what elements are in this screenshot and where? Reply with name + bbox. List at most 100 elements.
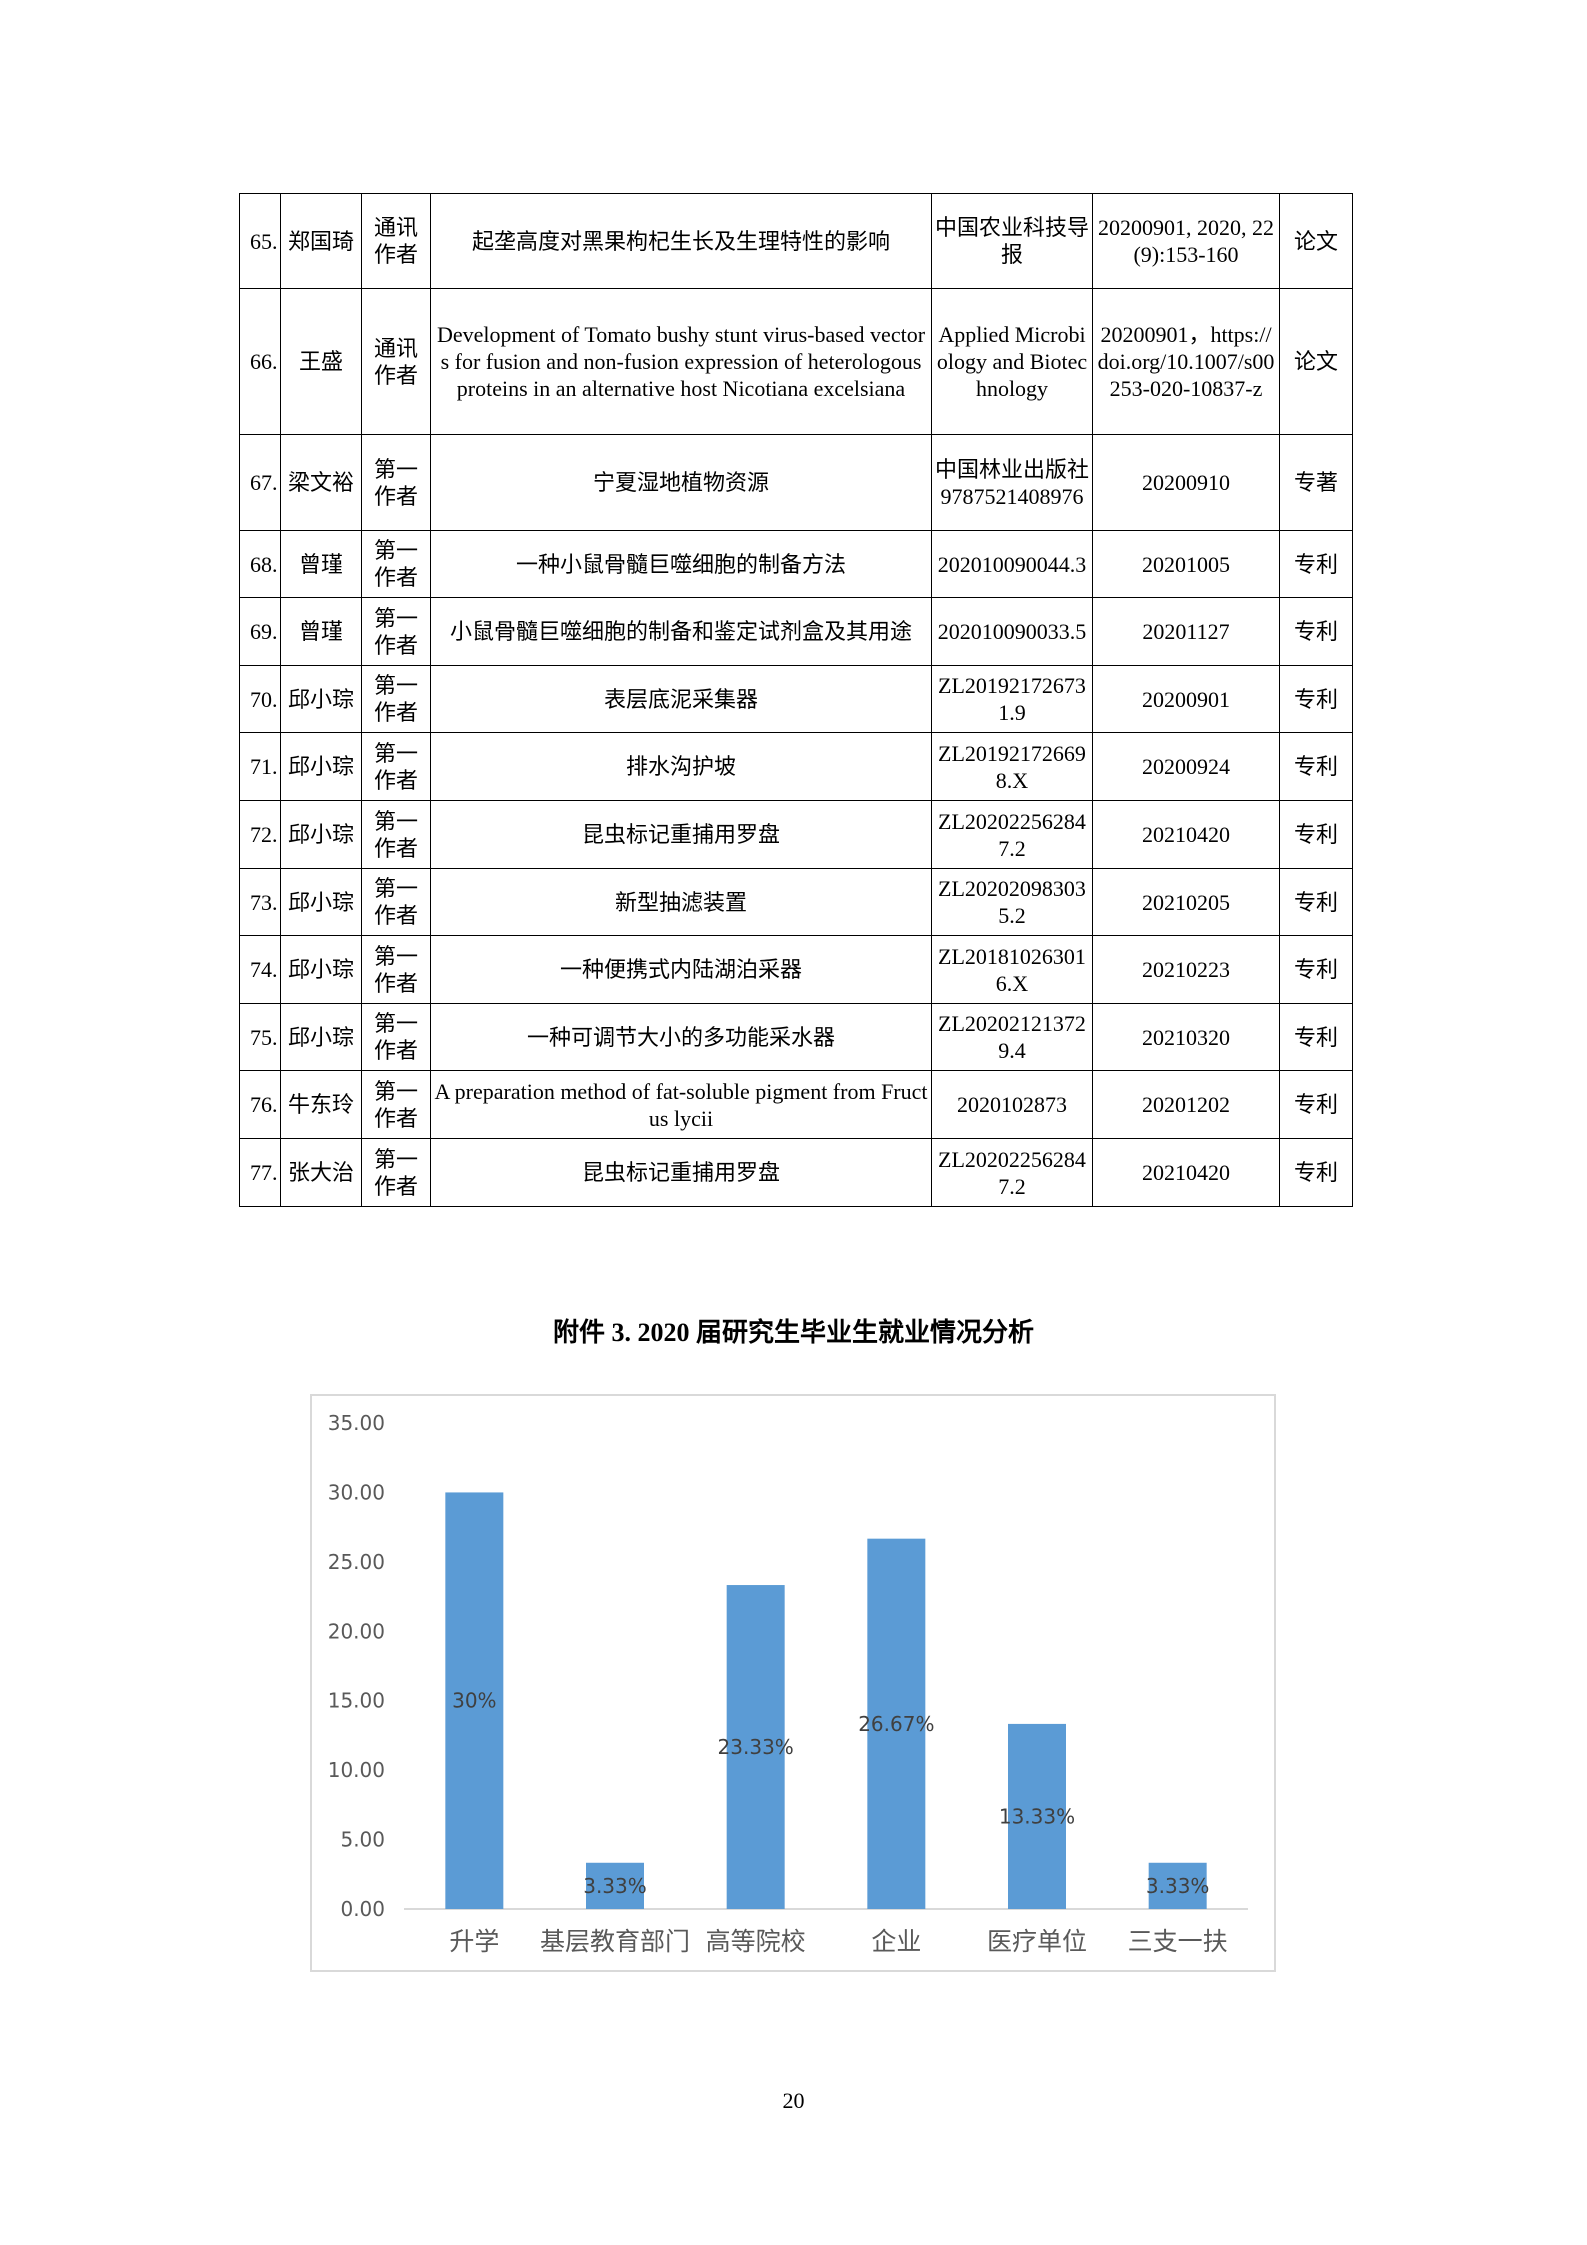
cell-date: 20201005 [1092, 530, 1280, 598]
cell-title: 排水沟护坡 [430, 732, 932, 801]
cell-source: ZL202021213729.4 [931, 1003, 1093, 1071]
cell-title: 宁夏湿地植物资源 [430, 434, 932, 531]
cell-no: 71. [239, 732, 281, 801]
cell-title: 一种便携式内陆湖泊采器 [430, 935, 932, 1004]
cell-role: 第一作者 [361, 868, 431, 936]
cell-no: 72. [239, 800, 281, 869]
cell-name: 曾瑾 [280, 597, 362, 666]
cell-type: 专利 [1279, 1138, 1353, 1207]
cell-title: 昆虫标记重捕用罗盘 [430, 1138, 932, 1207]
cell-source: ZL201921726698.X [931, 732, 1093, 801]
cell-type: 专利 [1279, 868, 1353, 936]
cell-source: ZL202022562847.2 [931, 800, 1093, 869]
cell-name: 邱小琮 [280, 732, 362, 801]
cell-title: 表层底泥采集器 [430, 665, 932, 733]
cell-name: 张大治 [280, 1138, 362, 1207]
cell-source: 中国农业科技导报 [931, 193, 1093, 289]
table-row: 69. 曾瑾 第一作者 小鼠骨髓巨噬细胞的制备和鉴定试剂盒及其用途 2020100900… [239, 597, 1353, 666]
cell-no: 76. [239, 1070, 281, 1139]
table-row: 73. 邱小琮 第一作者 新型抽滤装置 ZL202020983035.2 20210205… [239, 868, 1353, 936]
cell-name: 王盛 [280, 288, 362, 435]
cell-source: ZL201921726731.9 [931, 665, 1093, 733]
cell-no: 75. [239, 1003, 281, 1071]
cell-no: 73. [239, 868, 281, 936]
cell-date: 20201127 [1092, 597, 1280, 666]
cell-title: 一种可调节大小的多功能采水器 [430, 1003, 932, 1071]
cell-type: 专利 [1279, 800, 1353, 869]
cell-no: 77. [239, 1138, 281, 1207]
cell-no: 65. [239, 193, 281, 289]
cell-role: 第一作者 [361, 597, 431, 666]
table-row: 67. 梁文裕 第一作者 宁夏湿地植物资源 中国林业出版社9787521408976 20… [239, 434, 1353, 531]
cell-role: 通讯作者 [361, 288, 431, 435]
achievements-table: 65. 郑国琦 通讯作者 起垄高度对黑果枸杞生长及生理特性的影响 中国农业科技导报 202… [239, 193, 1353, 1207]
cell-date: 20210420 [1092, 1138, 1280, 1207]
cell-no: 66. [239, 288, 281, 435]
table-row: 71. 邱小琮 第一作者 排水沟护坡 ZL201921726698.X 20200924 专… [239, 732, 1353, 801]
cell-source: 202010090033.5 [931, 597, 1093, 666]
cell-no: 74. [239, 935, 281, 1004]
cell-date: 20200924 [1092, 732, 1280, 801]
cell-title: 起垄高度对黑果枸杞生长及生理特性的影响 [430, 193, 932, 289]
cell-name: 梁文裕 [280, 434, 362, 531]
cell-date: 20210223 [1092, 935, 1280, 1004]
table-row: 76. 牛东玲 第一作者 A preparation method of fat-so… [239, 1070, 1353, 1139]
table-row: 68. 曾瑾 第一作者 一种小鼠骨髓巨噬细胞的制备方法 202010090044.3 20… [239, 530, 1353, 598]
cell-date: 20200901，https://doi.org/10.1007/s00253-… [1092, 288, 1280, 435]
cell-name: 邱小琮 [280, 935, 362, 1004]
cell-source: 2020102873 [931, 1070, 1093, 1139]
cell-type: 专利 [1279, 1070, 1353, 1139]
table-row: 75. 邱小琮 第一作者 一种可调节大小的多功能采水器 ZL202021213729.4… [239, 1003, 1353, 1071]
cell-source: 202010090044.3 [931, 530, 1093, 598]
cell-source: 中国林业出版社9787521408976 [931, 434, 1093, 531]
cell-type: 论文 [1279, 288, 1353, 435]
cell-title: 小鼠骨髓巨噬细胞的制备和鉴定试剂盒及其用途 [430, 597, 932, 666]
cell-no: 67. [239, 434, 281, 531]
cell-type: 专利 [1279, 530, 1353, 598]
cell-type: 专利 [1279, 935, 1353, 1004]
table-row: 70. 邱小琮 第一作者 表层底泥采集器 ZL201921726731.9 2020090… [239, 665, 1353, 733]
cell-source: ZL202022562847.2 [931, 1138, 1093, 1207]
cell-role: 第一作者 [361, 665, 431, 733]
cell-date: 20200910 [1092, 434, 1280, 531]
cell-name: 曾瑾 [280, 530, 362, 598]
cell-name: 郑国琦 [280, 193, 362, 289]
cell-type: 专利 [1279, 1003, 1353, 1071]
cell-title: 新型抽滤装置 [430, 868, 932, 936]
cell-role: 第一作者 [361, 530, 431, 598]
cell-date: 20200901, 2020, 22(9):153-160 [1092, 193, 1280, 289]
cell-type: 专利 [1279, 732, 1353, 801]
table-row: 77. 张大治 第一作者 昆虫标记重捕用罗盘 ZL202022562847.2 20210… [239, 1138, 1353, 1207]
chart-frame [310, 1394, 1276, 1972]
cell-name: 邱小琮 [280, 800, 362, 869]
cell-title: 昆虫标记重捕用罗盘 [430, 800, 932, 869]
cell-name: 邱小琮 [280, 1003, 362, 1071]
cell-title: Development of Tomato bushy stunt virus-… [430, 288, 932, 435]
cell-role: 第一作者 [361, 434, 431, 531]
cell-source: ZL202020983035.2 [931, 868, 1093, 936]
cell-type: 论文 [1279, 193, 1353, 289]
chart-title: 附件 3. 2020 届研究生毕业生就业情况分析 [552, 1318, 1034, 1347]
cell-source: Applied Microbiology and Biotechnology [931, 288, 1093, 435]
cell-role: 第一作者 [361, 1138, 431, 1207]
page-number: 20 [782, 2088, 805, 2113]
cell-no: 68. [239, 530, 281, 598]
cell-role: 通讯作者 [361, 193, 431, 289]
cell-type: 专利 [1279, 597, 1353, 666]
cell-date: 20210320 [1092, 1003, 1280, 1071]
cell-no: 69. [239, 597, 281, 666]
cell-name: 牛东玲 [280, 1070, 362, 1139]
table-row: 72. 邱小琮 第一作者 昆虫标记重捕用罗盘 ZL202022562847.2 20210… [239, 800, 1353, 869]
table-row: 74. 邱小琮 第一作者 一种便携式内陆湖泊采器 ZL201810263016.X 202… [239, 935, 1353, 1004]
cell-role: 第一作者 [361, 935, 431, 1004]
cell-source: ZL201810263016.X [931, 935, 1093, 1004]
cell-date: 20200901 [1092, 665, 1280, 733]
cell-role: 第一作者 [361, 1003, 431, 1071]
cell-name: 邱小琮 [280, 868, 362, 936]
cell-title: 一种小鼠骨髓巨噬细胞的制备方法 [430, 530, 932, 598]
cell-no: 70. [239, 665, 281, 733]
table-row: 66. 王盛 通讯作者 Development of Tomato bushy stu… [239, 288, 1353, 435]
cell-date: 20210205 [1092, 868, 1280, 936]
cell-role: 第一作者 [361, 800, 431, 869]
cell-type: 专著 [1279, 434, 1353, 531]
